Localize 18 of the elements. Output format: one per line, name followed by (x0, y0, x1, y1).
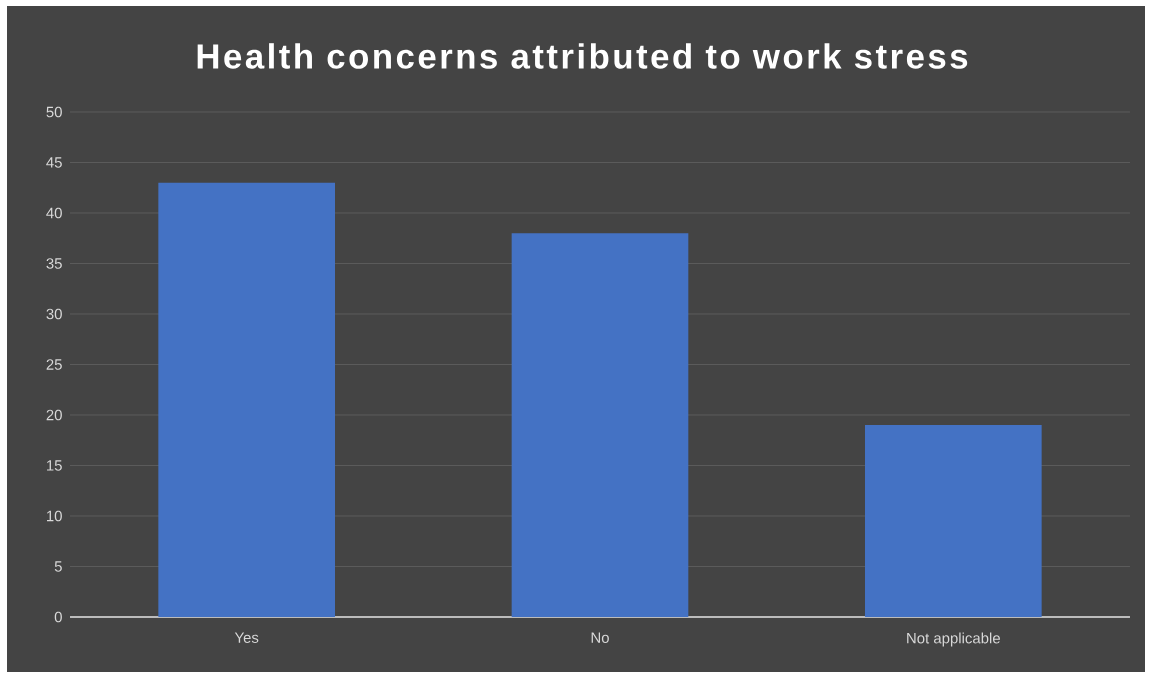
chart-title: Health concerns attributed to work stress (197, 43, 968, 69)
x-tick-label: Not applicable (907, 632, 1000, 647)
y-tick-label: 20 (46, 409, 62, 421)
y-tick-label: 35 (46, 258, 62, 269)
x-tick-label: No (591, 632, 609, 643)
bar (158, 182, 335, 617)
y-tick-label: 40 (46, 207, 62, 219)
y-tick-label: 45 (46, 157, 62, 168)
y-tick-label: 30 (46, 308, 62, 320)
y-tick-label: 25 (46, 359, 62, 370)
y-tick-label: 10 (47, 510, 62, 522)
y-tick-label: 50 (46, 106, 62, 118)
x-tick-label: Yes (234, 632, 259, 643)
bar (511, 233, 689, 617)
bar (864, 425, 1042, 617)
y-tick-label: 5 (54, 561, 62, 572)
y-tick-label: 0 (54, 611, 62, 623)
y-tick-label: 15 (47, 460, 62, 471)
